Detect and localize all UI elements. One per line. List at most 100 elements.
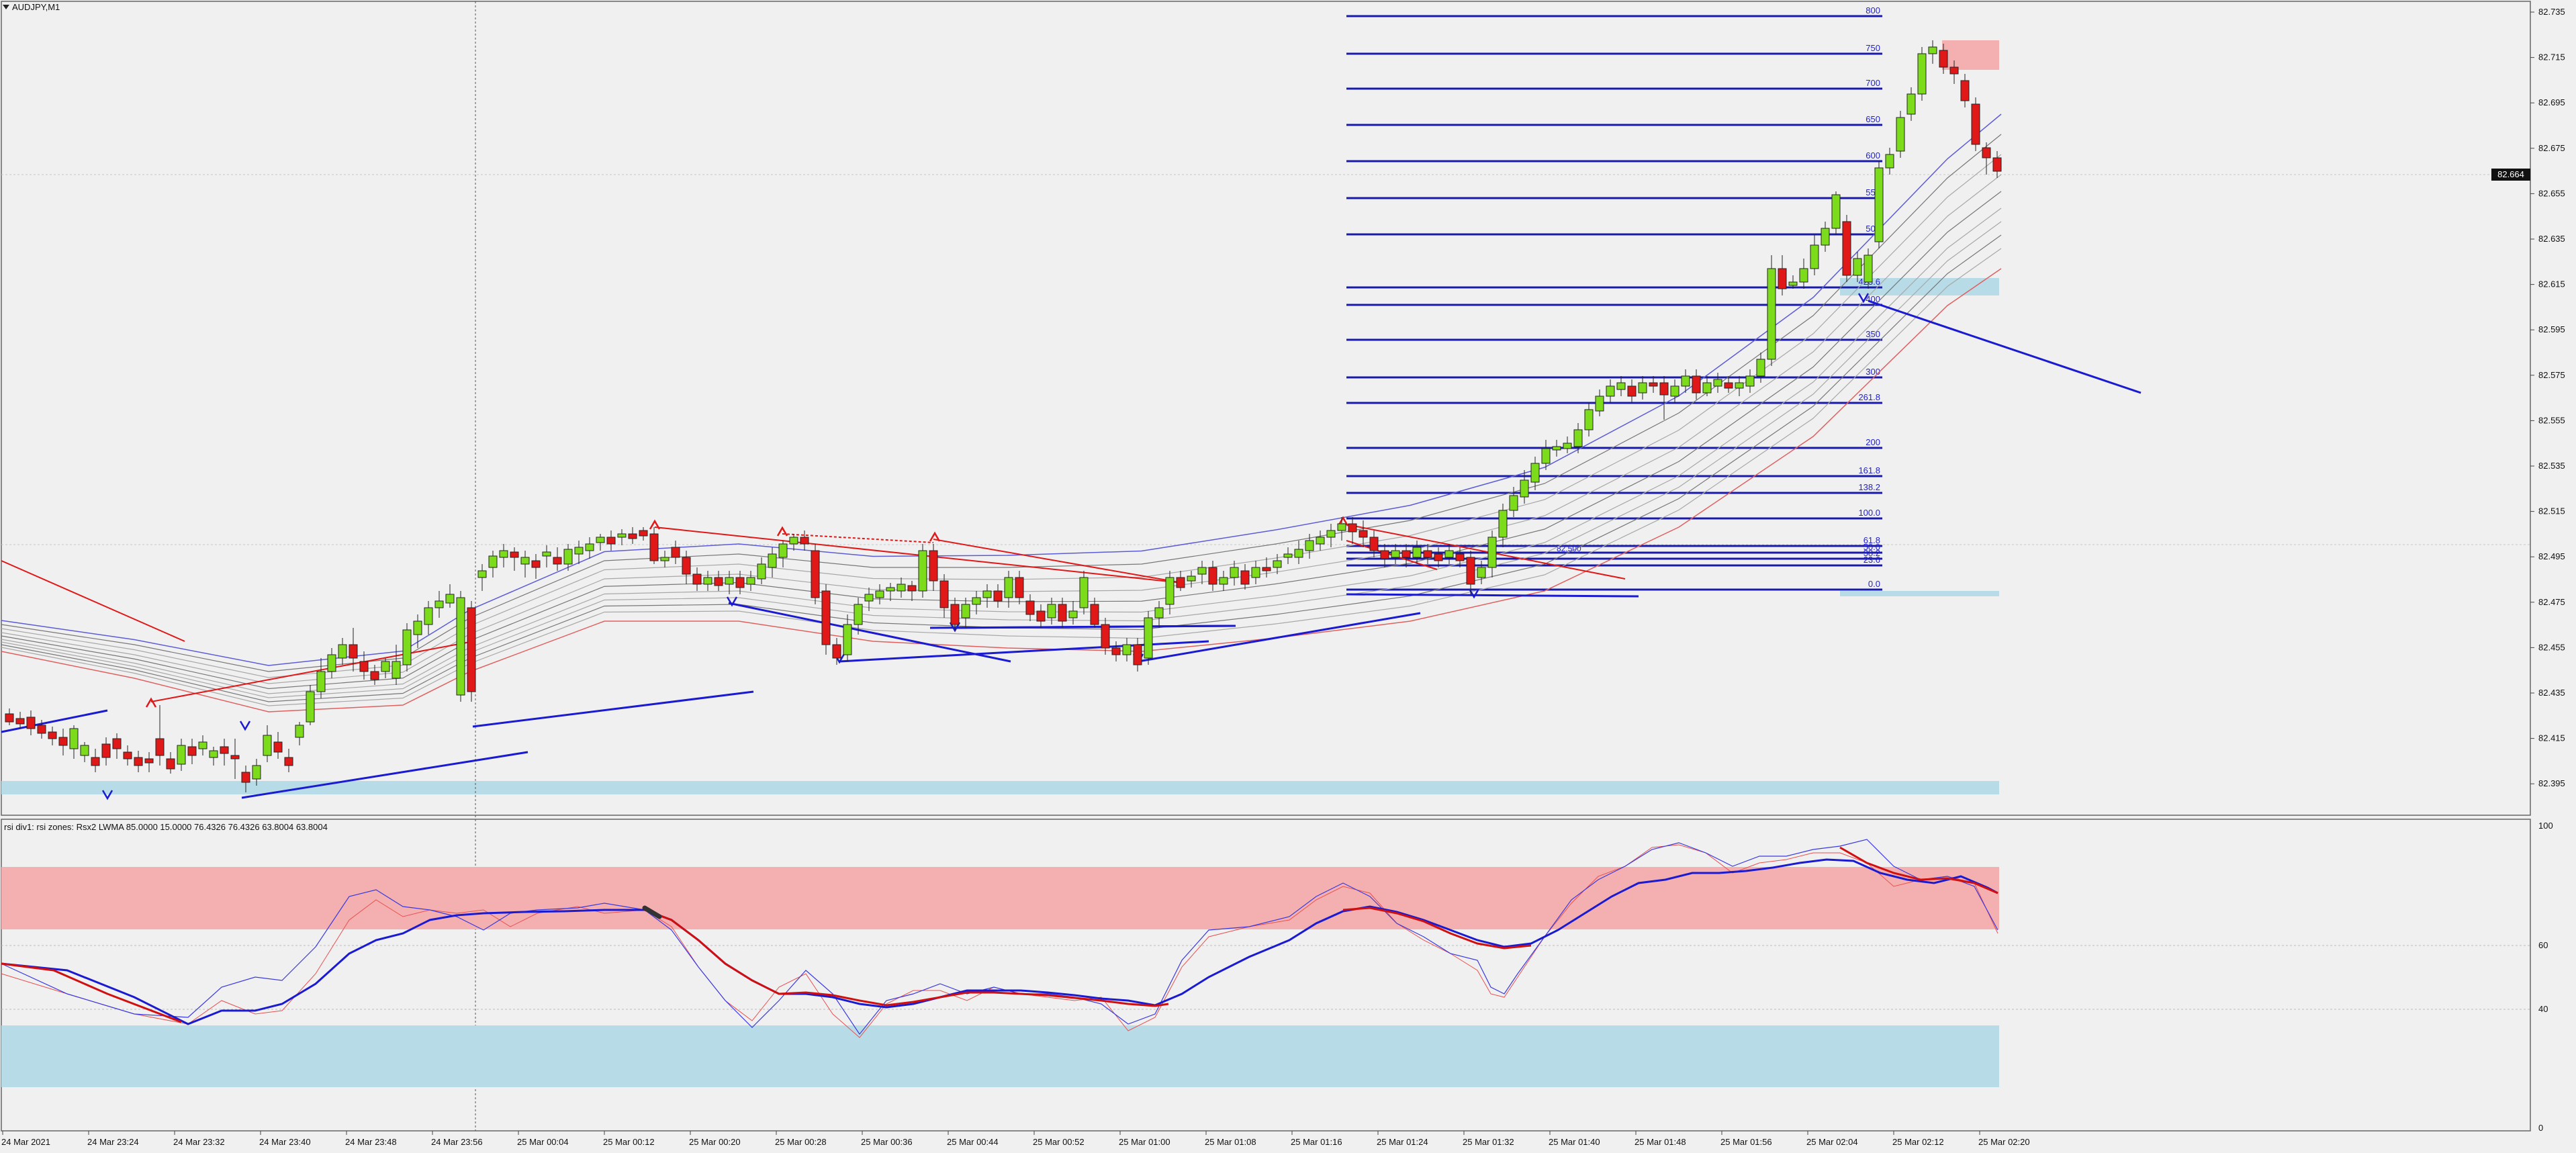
rsi-indicator-title: rsi div1: rsi zones: Rsx2 LWMA 85.0000 1… xyxy=(4,822,328,832)
bull-candle xyxy=(209,750,218,758)
bear-candle xyxy=(993,590,1003,602)
bull-candle xyxy=(392,661,401,679)
price-tick-label: 82.515 xyxy=(2538,506,2565,516)
current-price-tag: 82.664 xyxy=(2491,169,2530,181)
price-tick-label: 82.615 xyxy=(2538,279,2565,289)
bull-candle xyxy=(1541,448,1551,464)
rsi-tick-label: 0 xyxy=(2538,1123,2543,1133)
price-axis: 82.735 82.715 82.695 82.675 82.655 82.635 82.6… xyxy=(2530,7,2565,788)
time-tick-label: 25 Mar 02:04 xyxy=(1806,1137,1858,1147)
moving-average-line xyxy=(1,248,2002,706)
bull-candle xyxy=(499,550,508,558)
bull-candle xyxy=(80,745,89,756)
bull-candle xyxy=(1326,530,1336,538)
bull-candle xyxy=(1853,258,1862,276)
main-price-panel[interactable] xyxy=(1,1,2531,816)
trend-line-red xyxy=(933,539,1179,583)
bull-candle xyxy=(1004,577,1013,598)
bear-candle xyxy=(800,537,809,545)
bull-candle xyxy=(1670,385,1680,397)
lwma-line-mid xyxy=(644,909,1169,1007)
time-tick-label: 24 Mar 23:32 xyxy=(173,1137,225,1147)
rsi-marker xyxy=(642,905,662,919)
moving-average-line xyxy=(1,113,2002,666)
bull-candle xyxy=(1713,379,1722,387)
bull-candle xyxy=(1917,53,1927,95)
fib-level-label: 100.0 xyxy=(1858,508,1880,518)
rsx-smooth-line xyxy=(1,858,1998,1025)
panel-menu-icon[interactable] xyxy=(3,5,9,9)
trend-line-blue xyxy=(241,751,528,799)
bull-candle xyxy=(327,654,336,672)
trend-lines[interactable] xyxy=(1,293,2142,800)
bear-candle xyxy=(821,590,831,645)
trend-line-red xyxy=(1342,523,1626,580)
time-tick-label: 25 Mar 00:04 xyxy=(517,1137,569,1147)
price-tick-label: 82.555 xyxy=(2538,415,2565,425)
moving-average-line xyxy=(1,268,2002,712)
bull-candle xyxy=(768,553,777,568)
price-tick-label: 82.595 xyxy=(2538,324,2565,334)
divergence-arrow-up xyxy=(776,526,788,537)
trend-line-blue xyxy=(1868,299,2142,394)
bear-candle xyxy=(692,573,702,585)
lwma-line-peak xyxy=(1342,907,1532,950)
bear-candle xyxy=(112,738,122,749)
support-zone-fib xyxy=(1840,591,1999,596)
time-tick-label: 25 Mar 00:12 xyxy=(603,1137,655,1147)
bear-candle xyxy=(553,557,562,565)
bull-candle xyxy=(1230,567,1239,578)
bear-candle xyxy=(187,746,197,756)
bull-candle xyxy=(1187,575,1196,582)
divergence-arrow-down xyxy=(1857,293,1870,304)
bull-candle xyxy=(477,570,487,578)
price-tick-label: 82.475 xyxy=(2538,597,2565,607)
bear-candle xyxy=(1939,50,1948,68)
bear-candle xyxy=(1262,567,1271,571)
time-tick-label: 25 Mar 00:36 xyxy=(861,1137,913,1147)
price-tick-label: 82.735 xyxy=(2538,7,2565,17)
bull-candle xyxy=(1896,117,1905,152)
bear-candle xyxy=(1348,523,1357,533)
bull-candle xyxy=(424,607,433,625)
bull-candle xyxy=(1595,396,1604,412)
bull-candle xyxy=(896,584,906,592)
bear-candle xyxy=(273,741,283,753)
price-tick-label: 82.655 xyxy=(2538,188,2565,198)
fib-level-label: 300 xyxy=(1866,367,1880,377)
bear-candle xyxy=(1949,66,1959,75)
bull-candle xyxy=(1745,375,1755,387)
fib-mid-label: 82.500 xyxy=(1557,544,1581,553)
bear-candle xyxy=(628,533,637,539)
bull-candle xyxy=(316,671,326,692)
bull-candle xyxy=(1864,255,1873,283)
bull-candle xyxy=(252,765,261,780)
bear-candle xyxy=(1058,604,1067,622)
bear-candle xyxy=(1692,375,1701,394)
bear-candle xyxy=(510,551,519,558)
price-tick-label: 82.435 xyxy=(2538,688,2565,698)
bull-candle xyxy=(69,728,79,749)
bull-candle xyxy=(1788,281,1798,286)
bear-candle xyxy=(1466,557,1475,585)
time-tick-label: 25 Mar 02:12 xyxy=(1892,1137,1944,1147)
bear-candle xyxy=(639,530,648,537)
bull-candle xyxy=(875,590,884,598)
bear-candle xyxy=(1111,647,1121,655)
bear-candle xyxy=(48,731,57,739)
bull-candle xyxy=(1412,547,1422,558)
price-tick-label: 82.395 xyxy=(2538,778,2565,788)
fib-level-label: 650 xyxy=(1866,114,1880,124)
bear-candle xyxy=(1982,147,1991,158)
trend-line-blue xyxy=(472,690,754,728)
rsi-tick-label: 60 xyxy=(2538,940,2548,950)
fibonacci-extension[interactable]: 800750700650600550500423.6400350300261.8… xyxy=(1346,5,1882,591)
time-tick-label: 25 Mar 01:40 xyxy=(1549,1137,1600,1147)
bull-candle xyxy=(596,537,605,543)
bear-candle xyxy=(1659,382,1669,396)
bull-candle xyxy=(886,587,895,592)
divergence-arrow-down xyxy=(726,596,738,607)
bull-candle xyxy=(198,741,208,749)
bear-candle xyxy=(714,577,723,586)
